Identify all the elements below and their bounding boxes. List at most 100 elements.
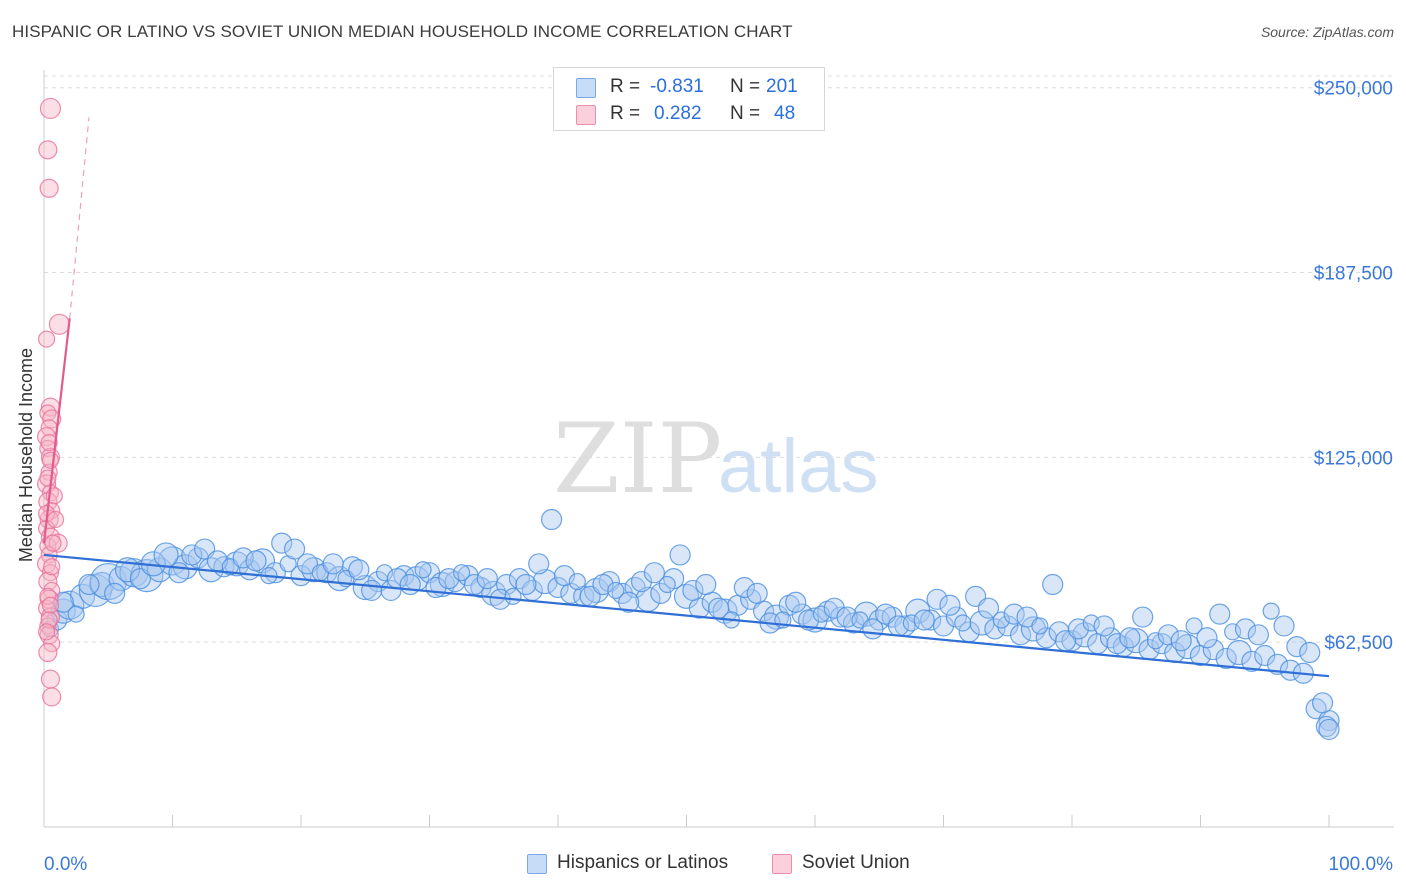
source-label: Source: ZipAtlas.com xyxy=(1260,24,1394,40)
hispanic-point xyxy=(1093,615,1115,637)
hispanic-point xyxy=(1072,622,1098,648)
hispanic-point xyxy=(1241,650,1263,673)
hispanic-point xyxy=(733,576,755,599)
hispanic-point xyxy=(301,557,327,583)
hispanic-point xyxy=(540,508,563,531)
hispanic-point xyxy=(1146,632,1165,650)
hispanic-point xyxy=(823,597,845,619)
hispanic-point xyxy=(283,538,306,560)
soviet-point xyxy=(39,97,62,120)
hispanic-point xyxy=(1170,630,1192,652)
legend-swatch-hispanic xyxy=(576,78,596,98)
hispanic-point xyxy=(168,562,190,584)
y-tick-label: $125,000 xyxy=(1314,448,1393,469)
hispanic-point xyxy=(669,544,691,566)
hispanic-point xyxy=(1175,634,1201,660)
hispanic-point xyxy=(650,582,672,604)
soviet-point xyxy=(39,178,59,198)
hispanic-point xyxy=(1315,715,1338,738)
hispanic-point xyxy=(673,583,700,609)
hispanic-point xyxy=(1185,617,1203,635)
hispanic-point xyxy=(1119,627,1141,649)
hispanic-point xyxy=(1226,639,1252,666)
hispanic-point xyxy=(429,571,455,598)
hispanic-point xyxy=(380,579,402,602)
legend-n-label: N = xyxy=(730,103,761,124)
stats-legend: R = -0.831 N = 201 R = 0.282 N = 48 xyxy=(553,67,825,131)
soviet-point xyxy=(41,451,60,469)
legend-n-label: N = xyxy=(730,76,761,97)
hispanic-point xyxy=(1299,641,1321,664)
hispanic-point xyxy=(1247,624,1269,646)
hispanic-point xyxy=(618,591,640,613)
soviet-point xyxy=(38,140,58,160)
hispanic-point xyxy=(515,573,537,596)
hispanic-point xyxy=(326,566,353,592)
hispanic-point xyxy=(1020,616,1047,642)
hispanic-point xyxy=(1031,617,1049,635)
hispanic-point xyxy=(932,615,955,637)
hispanic-point xyxy=(1042,573,1064,596)
hispanic-point xyxy=(1082,614,1100,632)
hispanic-point xyxy=(476,568,498,590)
legend-swatch-soviet xyxy=(576,105,596,125)
soviet-point xyxy=(46,510,65,529)
bottom-legend-swatch-soviet xyxy=(772,854,792,874)
hispanic-point xyxy=(791,603,813,625)
y-tick-label: $250,000 xyxy=(1314,79,1393,100)
hispanic-point xyxy=(920,609,942,631)
hispanic-point xyxy=(926,588,948,610)
legend-r-value: 0.282 xyxy=(654,103,702,124)
hispanic-point xyxy=(296,553,319,575)
hispanic-point xyxy=(1215,647,1237,670)
soviet-trend-line xyxy=(42,318,71,544)
soviet-trend-extension xyxy=(69,117,90,319)
soviet-point xyxy=(39,469,57,487)
soviet-point xyxy=(39,404,57,422)
watermark-zip: ZIP xyxy=(553,403,722,515)
soviet-point xyxy=(37,623,56,641)
legend-n-value: 48 xyxy=(774,103,796,124)
hispanic-point xyxy=(913,609,935,631)
soviet-point xyxy=(42,687,62,707)
hispanic-point xyxy=(1016,606,1038,628)
hispanic-point xyxy=(399,573,421,596)
y-axis-label: Median Household Income xyxy=(16,348,36,562)
soviet-point xyxy=(43,558,61,576)
hispanic-point xyxy=(224,551,250,577)
legend-r-label: R = xyxy=(610,76,641,97)
bottom-legend-label-soviet: Soviet Union xyxy=(802,852,910,873)
soviet-point xyxy=(48,313,71,335)
soviet-point xyxy=(40,433,58,452)
hispanic-point xyxy=(1099,627,1122,649)
hispanic-point xyxy=(568,572,586,591)
soviet-point xyxy=(37,330,56,348)
hispanic-point xyxy=(528,553,550,575)
hispanic-point xyxy=(361,579,383,602)
hispanic-point xyxy=(712,598,738,624)
hispanic-point xyxy=(682,579,704,602)
hispanic-point xyxy=(939,594,961,616)
hispanic-point xyxy=(279,555,297,573)
hispanic-point xyxy=(785,591,807,613)
legend-n-value: 201 xyxy=(766,76,798,97)
chart-title: HISPANIC OR LATINO VS SOVIET UNION MEDIA… xyxy=(12,22,793,41)
hispanic-point xyxy=(1106,633,1128,655)
hispanic-point xyxy=(375,564,394,582)
hispanic-point xyxy=(181,544,203,566)
hispanic-point xyxy=(1262,602,1280,620)
hispanic-point xyxy=(1318,718,1340,741)
hispanic-point xyxy=(1209,603,1231,625)
hispanic-point xyxy=(812,605,831,623)
hispanic-point xyxy=(249,548,276,574)
hispanic-point xyxy=(977,597,1000,619)
hispanic-point xyxy=(954,614,972,632)
soviet-point xyxy=(40,669,61,689)
hispanic-point xyxy=(1273,615,1295,637)
hispanic-point xyxy=(746,582,768,604)
legend-r-label: R = xyxy=(610,103,641,124)
hispanic-point xyxy=(902,614,920,632)
hispanic-point xyxy=(984,618,1006,640)
hispanic-point xyxy=(1254,644,1276,667)
